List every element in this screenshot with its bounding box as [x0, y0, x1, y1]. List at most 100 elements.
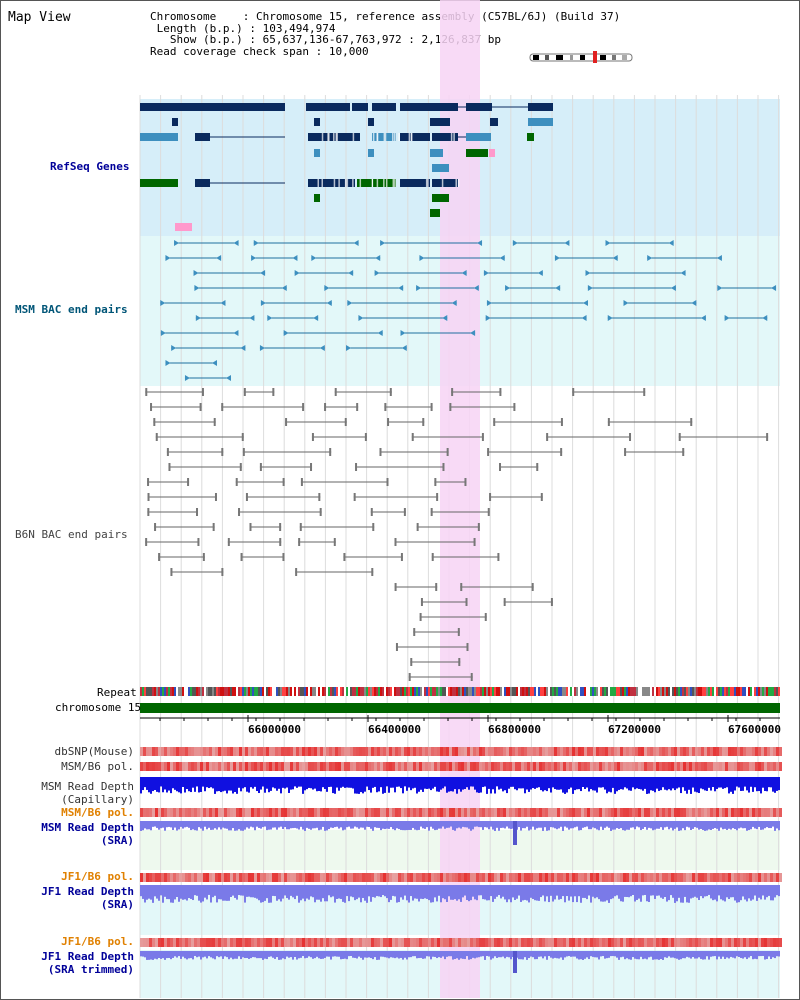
polymorphism-heat-cell	[500, 808, 503, 817]
read-depth-bar	[464, 821, 466, 828]
polymorphism-heat-cell	[239, 938, 242, 947]
polymorphism-heat-cell	[269, 762, 272, 771]
polymorphism-heat-cell	[419, 747, 422, 756]
lower-track-label[interactable]: MSM/B6 pol.	[61, 806, 134, 819]
refseq-genes-label[interactable]: RefSeq Genes	[50, 160, 130, 173]
lower-track-label[interactable]: JF1/B6 pol.	[61, 935, 134, 948]
msm-bac-end-marker	[461, 270, 467, 276]
polymorphism-heat-cell	[659, 762, 662, 771]
polymorphism-heat-cell	[230, 762, 233, 771]
read-depth-bar	[520, 777, 522, 789]
polymorphism-heat-cell	[197, 808, 200, 817]
polymorphism-heat-cell	[767, 938, 770, 947]
polymorphism-heat-cell	[428, 762, 431, 771]
read-depth-bar	[198, 951, 200, 957]
b6n-bac-end-marker	[279, 538, 282, 546]
read-depth-bar	[430, 885, 432, 903]
polymorphism-heat-cell	[188, 747, 191, 756]
repeat-element	[210, 687, 212, 696]
read-depth-bar	[408, 777, 410, 788]
read-depth-bar	[172, 821, 174, 831]
read-depth-bar	[352, 951, 354, 958]
lower-track-label[interactable]: MSM Read Depth (SRA)	[41, 821, 134, 847]
read-depth-bar	[728, 951, 730, 959]
repeat-element	[650, 687, 652, 696]
read-depth-bar	[726, 951, 728, 958]
read-depth-bar	[604, 951, 606, 959]
polymorphism-heat-cell	[227, 873, 230, 882]
polymorphism-heat-cell	[440, 747, 443, 756]
read-depth-bar	[540, 951, 542, 957]
read-depth-bar	[198, 885, 200, 901]
polymorphism-heat-cell	[182, 873, 185, 882]
polymorphism-heat-cell	[674, 762, 677, 771]
read-depth-bar	[708, 821, 710, 830]
read-depth-bar	[650, 821, 652, 829]
b6n-bac-label[interactable]: B6N BAC end pairs	[15, 528, 128, 541]
polymorphism-heat-cell	[482, 808, 485, 817]
b6n-bac-end-marker	[430, 403, 433, 411]
read-depth-bar	[330, 951, 332, 960]
length-value: 103,494,974	[262, 21, 336, 35]
read-depth-bar	[564, 885, 566, 903]
repeat-element	[282, 687, 284, 696]
read-depth-bar	[682, 951, 684, 959]
read-depth-bar	[294, 821, 296, 828]
read-depth-bar	[250, 885, 252, 898]
read-depth-bar	[688, 777, 690, 790]
polymorphism-heat-cell	[767, 873, 770, 882]
polymorphism-heat-cell	[377, 762, 380, 771]
lower-track-label[interactable]: MSM/B6 pol.	[61, 760, 134, 773]
read-depth-bar	[302, 821, 304, 830]
polymorphism-heat-cell	[659, 747, 662, 756]
polymorphism-heat-cell	[287, 808, 290, 817]
read-depth-bar	[196, 951, 198, 958]
read-depth-bar	[460, 777, 462, 792]
read-depth-bar	[634, 777, 636, 790]
polymorphism-heat-cell	[467, 747, 470, 756]
read-depth-bar	[754, 821, 756, 829]
msm-bac-end-marker	[670, 285, 676, 291]
read-depth-bar	[622, 885, 624, 902]
msm-bac-end-marker	[253, 240, 259, 246]
lower-track-label[interactable]: JF1/B6 pol.	[61, 870, 134, 883]
read-depth-bar	[738, 951, 740, 958]
read-depth-bar	[234, 777, 236, 792]
polymorphism-heat-cell	[176, 938, 179, 947]
repeat-element	[308, 687, 310, 696]
read-depth-bar	[414, 951, 416, 957]
read-depth-bar	[292, 951, 294, 960]
read-depth-bar	[682, 777, 684, 788]
read-depth-bar	[204, 951, 206, 957]
msm-bac-label[interactable]: MSM BAC end pairs	[15, 303, 128, 316]
read-depth-bar	[776, 821, 778, 829]
polymorphism-heat-cell	[656, 873, 659, 882]
polymorphism-heat-cell	[452, 808, 455, 817]
polymorphism-heat-cell	[554, 873, 557, 882]
polymorphism-heat-cell	[260, 747, 263, 756]
read-depth-bar	[728, 885, 730, 900]
polymorphism-heat-cell	[536, 938, 539, 947]
polymorphism-heat-cell	[293, 762, 296, 771]
repeat-element	[500, 687, 502, 696]
msm-bac-end-marker	[324, 285, 330, 291]
lower-track-label[interactable]: JF1 Read Depth (SRA trimmed)	[41, 950, 134, 976]
polymorphism-heat-cell	[776, 938, 779, 947]
read-depth-bar	[616, 777, 618, 792]
lower-track-label[interactable]: JF1 Read Depth (SRA)	[41, 885, 134, 911]
read-depth-bar	[304, 885, 306, 902]
read-depth-bar	[188, 951, 190, 959]
read-depth-bar	[362, 821, 364, 828]
polymorphism-heat-cell	[551, 747, 554, 756]
polymorphism-heat-cell	[377, 808, 380, 817]
repeat-element	[562, 687, 564, 696]
polymorphism-heat-cell	[188, 808, 191, 817]
repeat-element	[186, 687, 188, 696]
repeat-element	[294, 687, 296, 696]
polymorphism-heat-cell	[743, 762, 746, 771]
read-depth-bar	[608, 777, 610, 792]
lower-track-label[interactable]: dbSNP(Mouse)	[54, 745, 134, 758]
lower-track-label[interactable]: MSM Read Depth (Capillary)	[41, 780, 134, 806]
read-depth-bar	[236, 951, 238, 959]
